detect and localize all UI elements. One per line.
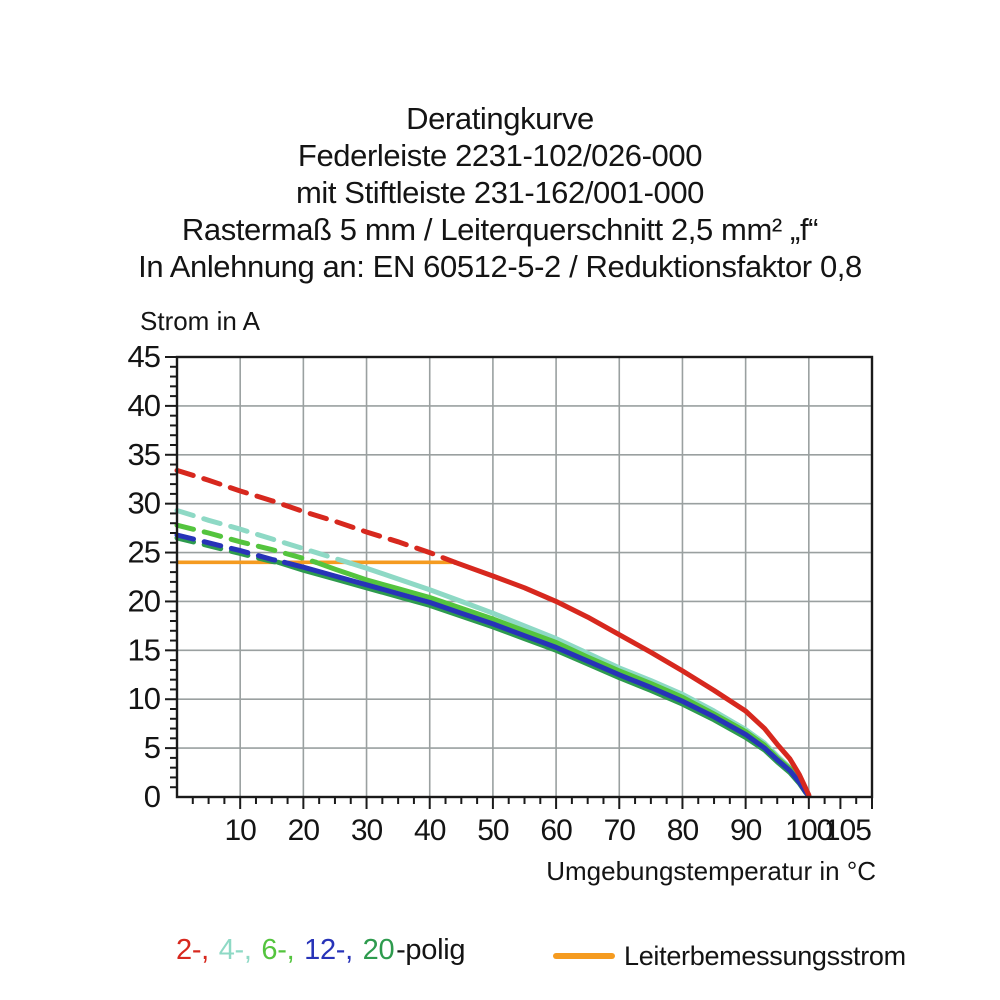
curve-6-polig-dashed (174, 522, 319, 565)
chart-title-block: Deratingkurve Federleiste 2231-102/026-0… (60, 100, 940, 285)
title-line-3: mit Stiftleiste 231-162/001-000 (295, 175, 705, 210)
x-axis-title: Umgebungstemperatur in °C (546, 856, 876, 886)
curve-4-polig-dashed (174, 508, 354, 566)
x-tick-label: 40 (414, 814, 446, 847)
legend-pole-2: 2-, (176, 934, 217, 966)
y-tick-label: 10 (128, 681, 161, 716)
legend-pole-12: 12-, (304, 934, 361, 966)
x-tick-label: 105 (824, 814, 871, 847)
curve-6-polig (313, 559, 812, 799)
y-tick-label: 35 (128, 437, 160, 472)
curve-12-polig-dashed (174, 532, 287, 565)
x-tick-label: 100 (785, 814, 832, 847)
legend-pole-4: 4-, (218, 934, 260, 966)
y-tick-label: 45 (128, 339, 160, 374)
y-tick-label: 30 (128, 486, 161, 521)
x-tick-label: 60 (540, 814, 572, 847)
title-line-4: Rastermaß 5 mm / Leiterquerschnitt 2,5 m… (181, 212, 819, 247)
reference-line-swatch (553, 953, 615, 959)
x-tick-label: 30 (351, 814, 383, 847)
title-line-5: In Anlehnung an: EN 60512-5-2 / Reduktio… (138, 249, 862, 284)
title-line-2: Federleiste 2231-102/026-000 (297, 138, 703, 173)
reference-line-label: Leiterbemessungsstrom (624, 940, 906, 971)
legend: 2-, 4-, 6-, 12-, 20 -polig Leiterbemessu… (0, 934, 1000, 978)
legend-polig-suffix: -polig (396, 934, 466, 966)
y-tick-label: 40 (128, 388, 161, 423)
curve-12-polig (281, 559, 812, 799)
legend-poles: 2-, 4-, 6-, 12-, 20 -polig (176, 934, 467, 967)
y-tick-label: 15 (128, 632, 160, 667)
y-tick-label: 25 (128, 535, 160, 570)
y-axis-title: Strom in A (140, 306, 260, 336)
x-tick-label: 10 (224, 814, 256, 847)
curve-2-polig (452, 559, 812, 798)
y-tick-label: 0 (144, 779, 161, 814)
x-tick-label: 50 (477, 814, 509, 847)
x-tick-label: 20 (288, 814, 320, 847)
x-tick-label: 70 (604, 814, 636, 847)
legend-pole-20: 20 (362, 934, 403, 966)
x-tick-label: 80 (667, 814, 699, 847)
legend-reference: Leiterbemessungsstrom (553, 934, 906, 978)
y-tick-label: 5 (144, 730, 160, 765)
title-line-1: Deratingkurve (406, 101, 594, 136)
curve-2-polig-dashed (174, 467, 458, 565)
legend-pole-6: 6-, (261, 934, 303, 966)
x-tick-label: 90 (730, 814, 762, 847)
y-tick-label: 20 (128, 583, 161, 618)
